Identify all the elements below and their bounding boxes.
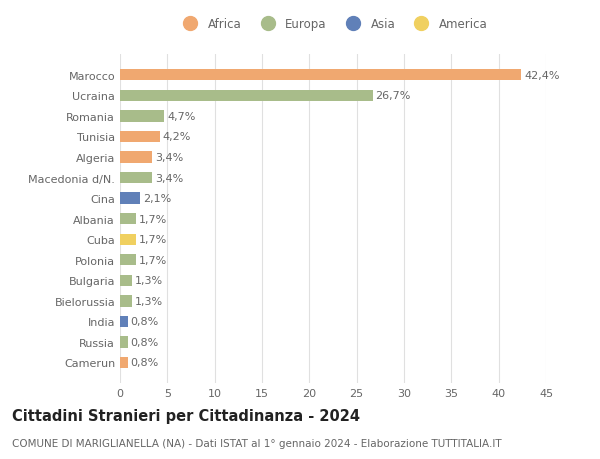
Bar [120, 255, 136, 266]
Bar [120, 70, 521, 81]
Bar [120, 90, 373, 102]
Text: 0,8%: 0,8% [130, 358, 158, 368]
Legend: Africa, Europa, Asia, America: Africa, Europa, Asia, America [178, 18, 488, 31]
Text: 1,3%: 1,3% [135, 276, 163, 285]
Text: 1,3%: 1,3% [135, 296, 163, 306]
Bar [120, 336, 128, 348]
Text: Cittadini Stranieri per Cittadinanza - 2024: Cittadini Stranieri per Cittadinanza - 2… [12, 409, 360, 424]
Bar [120, 111, 164, 122]
Bar [120, 316, 128, 327]
Bar [120, 132, 160, 143]
Text: 0,8%: 0,8% [130, 317, 158, 327]
Bar [120, 193, 140, 204]
Bar [120, 173, 152, 184]
Text: 26,7%: 26,7% [376, 91, 411, 101]
Text: COMUNE DI MARIGLIANELLA (NA) - Dati ISTAT al 1° gennaio 2024 - Elaborazione TUTT: COMUNE DI MARIGLIANELLA (NA) - Dati ISTA… [12, 438, 502, 448]
Text: 42,4%: 42,4% [524, 71, 560, 81]
Bar [120, 357, 128, 368]
Text: 0,8%: 0,8% [130, 337, 158, 347]
Bar [120, 213, 136, 225]
Text: 3,4%: 3,4% [155, 173, 183, 183]
Text: 1,7%: 1,7% [139, 235, 167, 245]
Text: 4,7%: 4,7% [167, 112, 196, 122]
Text: 2,1%: 2,1% [143, 194, 171, 204]
Text: 3,4%: 3,4% [155, 153, 183, 162]
Bar [120, 275, 133, 286]
Text: 1,7%: 1,7% [139, 214, 167, 224]
Bar [120, 296, 133, 307]
Bar [120, 234, 136, 245]
Text: 1,7%: 1,7% [139, 255, 167, 265]
Bar [120, 152, 152, 163]
Text: 4,2%: 4,2% [163, 132, 191, 142]
